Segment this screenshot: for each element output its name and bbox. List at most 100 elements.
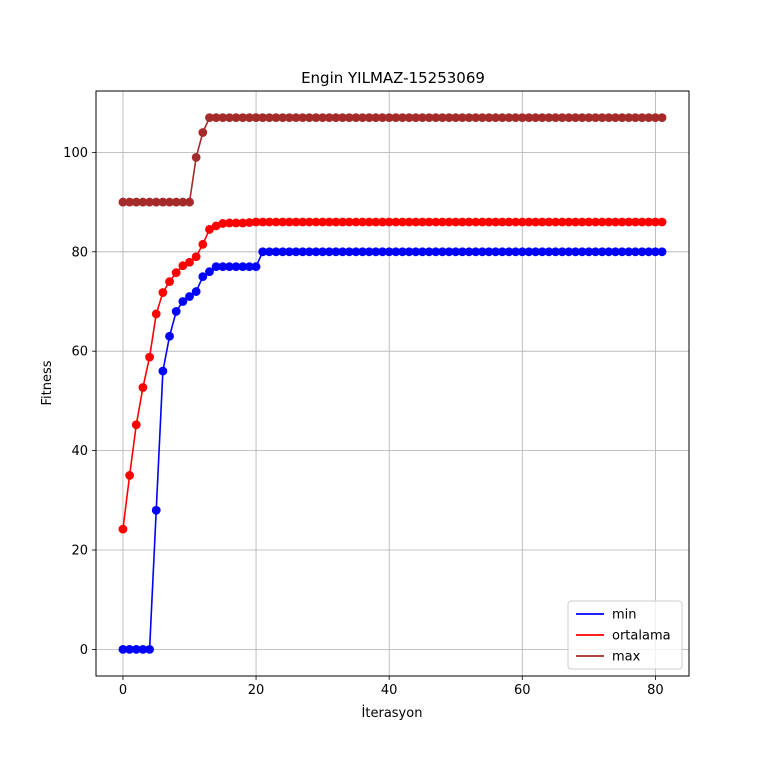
data-point-max (278, 113, 288, 122)
data-point-min (218, 262, 228, 272)
data-point-min (291, 247, 301, 257)
y-axis-label: Fitness (40, 360, 55, 405)
data-point-ortalama (524, 217, 534, 227)
legend: min ortalama max (567, 600, 683, 670)
data-point-min (597, 247, 607, 257)
data-point-ortalama (577, 217, 587, 227)
data-point-min (418, 247, 427, 257)
data-point-ortalama (657, 217, 667, 227)
data-point-max (418, 113, 427, 122)
data-point-min (617, 247, 627, 257)
data-point-min (624, 247, 634, 257)
y-tick-label: 20 (71, 544, 88, 559)
data-point-min (284, 247, 294, 257)
data-point-ortalama (125, 471, 135, 480)
data-point-max (604, 113, 614, 122)
data-point-ortalama (464, 217, 474, 227)
data-point-max (650, 113, 660, 122)
data-point-min (358, 247, 367, 257)
data-point-min (564, 247, 574, 257)
data-point-min (477, 247, 487, 257)
data-point-max (191, 152, 201, 162)
data-point-ortalama (444, 217, 454, 227)
data-point-max (371, 113, 381, 122)
data-point-ortalama (258, 217, 268, 227)
data-point-max (631, 113, 640, 122)
data-point-min (138, 645, 148, 654)
data-point-ortalama (324, 217, 334, 227)
data-point-min (511, 247, 521, 257)
data-point-min (398, 247, 407, 257)
data-point-max (284, 113, 294, 122)
data-point-max (264, 113, 274, 122)
data-point-min (178, 297, 188, 306)
data-point-ortalama (284, 217, 294, 227)
data-point-ortalama (198, 239, 208, 249)
data-point-min (185, 292, 194, 301)
data-point-min (424, 247, 434, 257)
data-point-max (504, 113, 514, 122)
data-point-max (318, 113, 328, 122)
data-point-max (491, 113, 501, 122)
data-point-min (611, 247, 620, 257)
data-point-ortalama (404, 217, 414, 227)
data-point-max (391, 113, 401, 122)
data-point-max (291, 113, 301, 122)
data-point-min (411, 247, 421, 257)
data-point-max (198, 128, 208, 137)
data-point-max (477, 113, 487, 122)
data-point-max (165, 197, 174, 207)
x-tick-label: 80 (647, 683, 664, 698)
data-point-max (617, 113, 627, 122)
data-point-ortalama (504, 217, 514, 227)
data-point-min (557, 247, 567, 257)
data-point-ortalama (418, 217, 427, 227)
data-point-min (544, 247, 554, 257)
data-point-max (251, 113, 261, 122)
data-point-max (564, 113, 574, 122)
data-point-min (311, 247, 321, 257)
data-point-ortalama (604, 217, 614, 227)
data-point-max (125, 197, 135, 207)
data-point-max (404, 113, 414, 122)
data-point-min (577, 247, 587, 257)
data-point-ortalama (650, 217, 660, 227)
series-max (118, 113, 667, 207)
data-point-ortalama (584, 217, 594, 227)
data-point-max (637, 113, 647, 122)
data-point-ortalama (624, 217, 634, 227)
data-point-ortalama (457, 217, 467, 227)
data-point-min (238, 262, 248, 272)
data-point-min (225, 262, 234, 272)
data-point-min (371, 247, 381, 257)
data-point-ortalama (631, 217, 640, 227)
data-point-min (391, 247, 401, 257)
data-point-min (457, 247, 467, 257)
data-point-min (131, 645, 141, 654)
data-point-max (497, 113, 507, 122)
y-tick-label: 60 (71, 345, 88, 360)
data-point-max (511, 113, 521, 122)
data-point-max (451, 113, 461, 122)
data-point-ortalama (451, 217, 461, 227)
data-point-min (191, 287, 201, 296)
data-point-ortalama (251, 217, 261, 227)
data-point-min (158, 366, 168, 376)
legend-box (567, 600, 683, 670)
data-point-max (597, 113, 607, 122)
data-point-ortalama (118, 524, 128, 534)
data-point-ortalama (591, 217, 600, 227)
data-point-ortalama (438, 217, 447, 227)
data-point-ortalama (531, 217, 540, 227)
data-point-min (165, 331, 174, 341)
data-point-min (637, 247, 647, 257)
data-point-ortalama (171, 268, 181, 278)
data-point-min (537, 247, 547, 257)
data-point-min (524, 247, 534, 257)
data-point-max (571, 113, 580, 122)
data-point-max (557, 113, 567, 122)
data-point-max (338, 113, 347, 122)
data-point-ortalama (304, 217, 314, 227)
data-point-max (484, 113, 494, 122)
